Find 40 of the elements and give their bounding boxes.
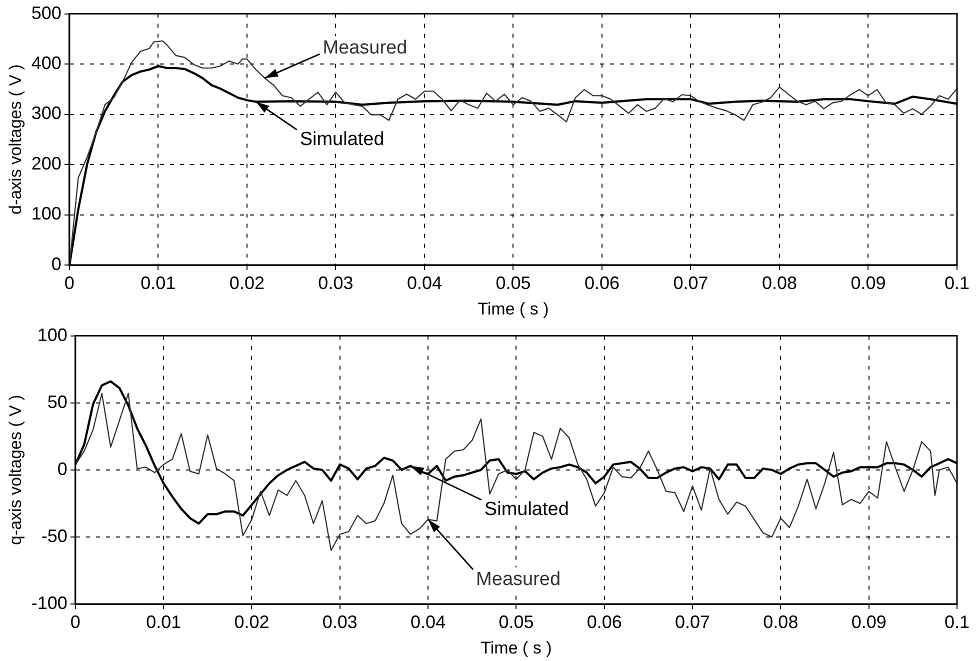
x-tick-label: 0.1: [944, 272, 970, 293]
x-tick-label: 0.1: [944, 612, 970, 632]
x-tick-label: 0.04: [406, 272, 442, 293]
x-tick-label: 0.02: [234, 612, 270, 632]
y-tick-label: 300: [31, 103, 62, 124]
x-tick-label: 0.06: [584, 272, 620, 293]
x-tick-label: 0.09: [851, 612, 886, 632]
x-axis-title: Time ( s ): [480, 638, 552, 658]
x-axis-title: Time ( s ): [478, 299, 549, 318]
y-tick-label: 500: [31, 2, 62, 23]
y-tick-label: 0: [57, 458, 68, 479]
y-axis-title: q-axis voltages ( V ): [6, 394, 25, 546]
y-tick-label: 50: [47, 392, 68, 412]
y-tick-label: 100: [37, 324, 68, 345]
y-tick-label: 0: [51, 254, 62, 274]
x-tick-label: 0.03: [322, 612, 358, 632]
x-tick-label: 0.07: [673, 272, 708, 293]
x-tick-label: 0.01: [140, 272, 176, 293]
text: Measured: [476, 568, 561, 590]
x-tick-label: 0.06: [586, 612, 622, 632]
series-label: Simulated: [300, 128, 384, 150]
x-tick-label: 0.04: [410, 612, 446, 632]
series-label: Simulated: [484, 499, 569, 520]
x-tick-label: 0.09: [850, 272, 886, 293]
x-tick-label: 0.08: [763, 612, 798, 632]
x-tick-label: 0.07: [675, 612, 710, 632]
y-tick-label: -50: [41, 526, 68, 546]
y-tick-label: 100: [31, 204, 62, 224]
y-tick-label: -100: [31, 592, 68, 613]
series-label: Measured: [322, 37, 408, 58]
x-tick-label: 0.05: [496, 272, 531, 293]
x-tick-label: 0: [70, 612, 80, 632]
x-tick-label: 0.05: [498, 612, 534, 632]
y-axis-title: d-axis voltages ( V ): [6, 64, 25, 215]
y-tick-label: 200: [31, 153, 62, 174]
x-tick-label: 0.02: [229, 272, 264, 293]
x-tick-label: 0.01: [146, 612, 182, 632]
y-tick-label: 400: [31, 53, 62, 74]
x-tick-label: 0.08: [762, 272, 798, 293]
x-tick-label: 0.03: [318, 272, 354, 293]
